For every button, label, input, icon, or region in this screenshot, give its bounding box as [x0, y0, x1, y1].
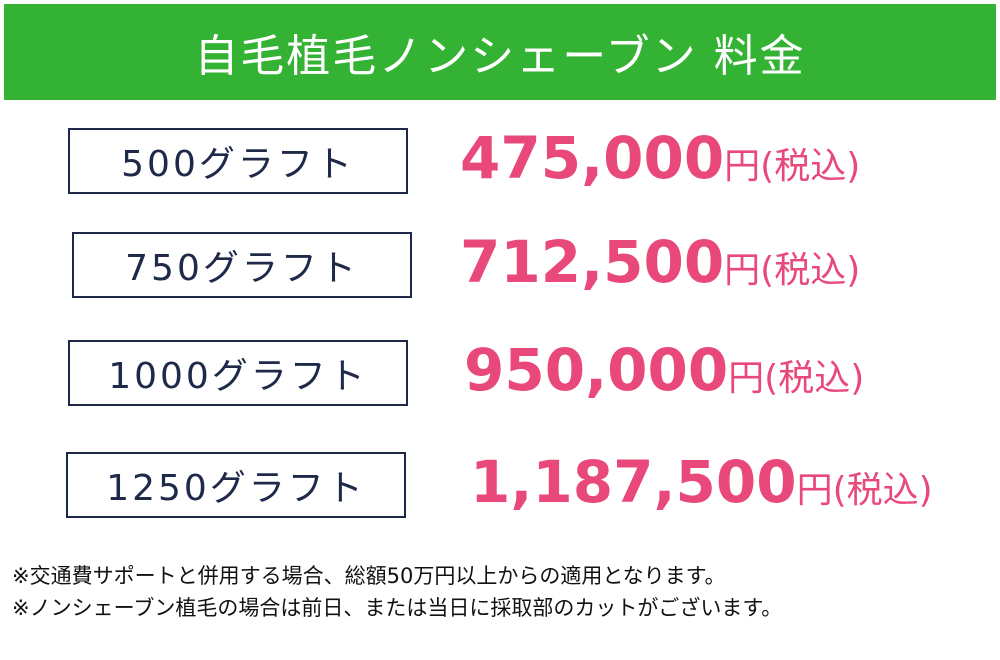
price: 475,000円(税込) [460, 124, 860, 192]
title-bar: 自毛植毛ノンシェーブン 料金 [4, 4, 996, 100]
price: 712,500円(税込) [460, 228, 860, 296]
title: 自毛植毛ノンシェーブン 料金 [194, 31, 806, 82]
price-unit: 円(税込) [796, 470, 933, 511]
graft-label: 1250グラフト [66, 452, 406, 518]
price-row: 1250グラフト 1,187,500円(税込) [0, 448, 1000, 522]
price-unit: 円(税込) [728, 358, 865, 399]
price-row: 750グラフト 712,500円(税込) [0, 228, 1000, 302]
price: 1,187,500円(税込) [470, 448, 933, 516]
price-unit: 円(税込) [724, 250, 861, 291]
price: 950,000円(税込) [464, 336, 864, 404]
price-value: 475,000 [460, 124, 725, 192]
graft-label: 750グラフト [72, 232, 412, 298]
graft-label: 500グラフト [68, 128, 408, 194]
price-row: 1000グラフト 950,000円(税込) [0, 336, 1000, 410]
price-value: 950,000 [464, 336, 729, 404]
graft-label: 1000グラフト [68, 340, 408, 406]
price-unit: 円(税込) [724, 146, 861, 187]
note: ※ノンシェーブン植毛の場合は前日、または当日に採取部のカットがございます。 [12, 596, 783, 620]
note: ※交通費サポートと併用する場合、総額50万円以上からの適用となります。 [12, 564, 726, 588]
price-row: 500グラフト 475,000円(税込) [0, 124, 1000, 198]
price-value: 1,187,500 [470, 448, 797, 516]
price-value: 712,500 [460, 228, 725, 296]
